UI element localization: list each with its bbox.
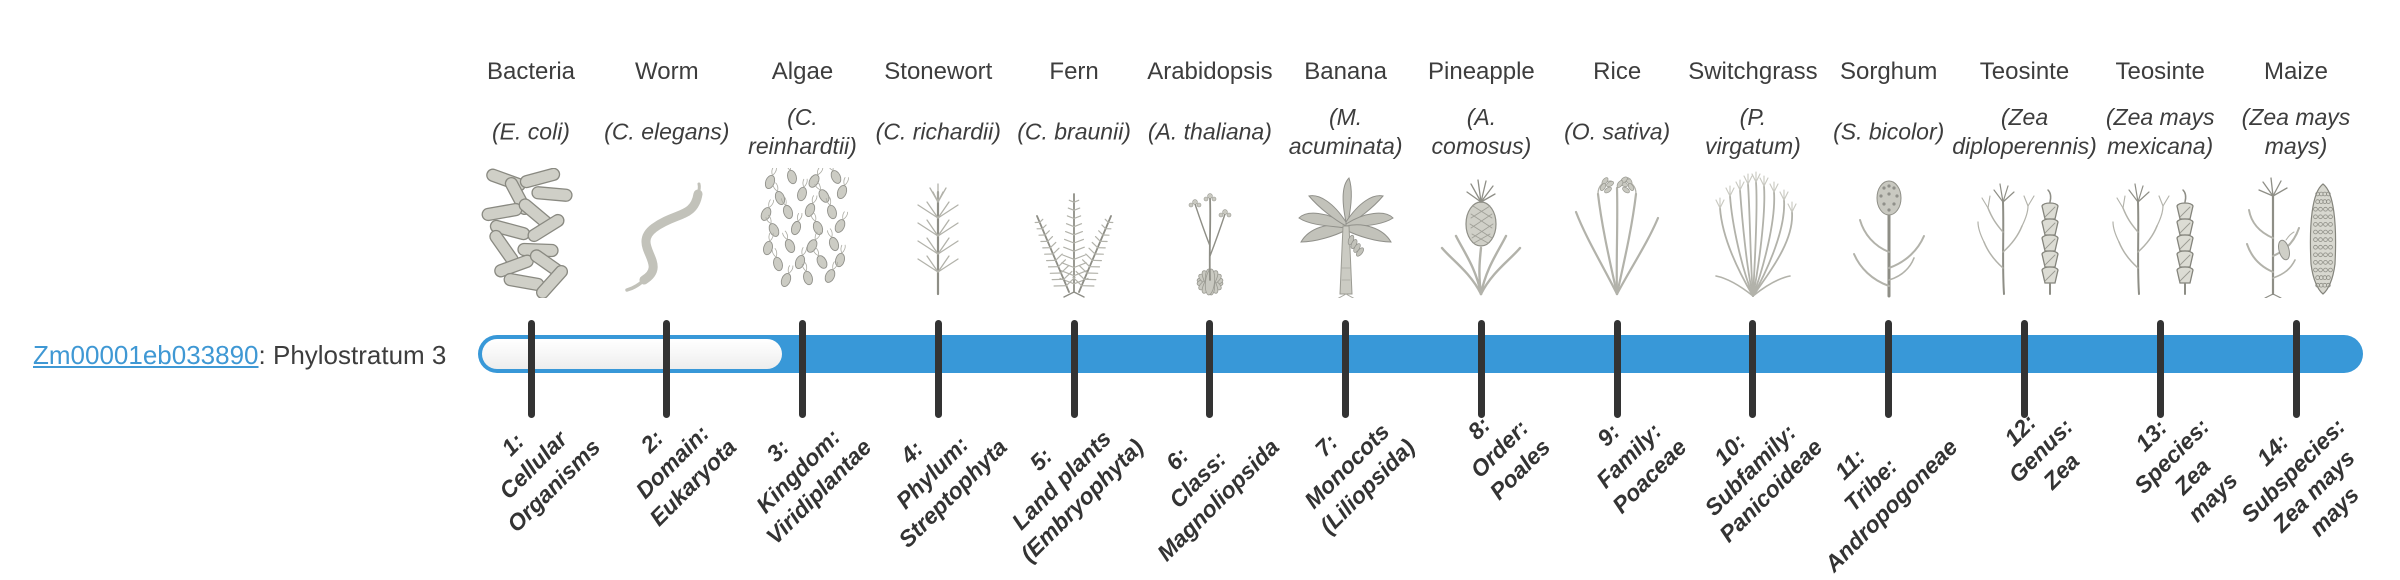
gene-id-link[interactable]: Zm00001eb033890: [33, 340, 259, 370]
organism-name: Arabidopsis: [1147, 58, 1273, 85]
organism-name: Maize: [2263, 58, 2329, 85]
organism-name: Switchgrass: [1688, 58, 1818, 85]
organism-species: (S. bicolor): [1833, 118, 1945, 145]
stonewort-icon: [883, 168, 993, 298]
phylostratum-tick: [1885, 320, 1893, 418]
phylostratum-axis-label: 6: Class: Magnoliopsida: [1151, 433, 1284, 566]
organism-name: Bacteria: [486, 58, 576, 85]
phylostratum-axis-label: 9: Family: Poaceae: [1590, 417, 1692, 519]
organism-name: Rice: [1593, 58, 1642, 85]
banana-icon: [1291, 168, 1401, 300]
phylostratum-axis-label: 11: Tribe: Andropogoneae: [1819, 433, 1963, 577]
organism-name: Teosinte: [2115, 58, 2205, 85]
gene-phylostratum-label: Zm00001eb033890: Phylostratum 3: [33, 341, 446, 369]
sorghum-icon: [1834, 168, 1944, 298]
phylostratum-axis-label: 3: Kingdom: Viridiplantae: [751, 423, 877, 550]
teosinte-icon: [2105, 168, 2215, 298]
algae-icon: [748, 161, 858, 298]
teosinte-icon: [1970, 168, 2080, 298]
phylostratum-tick: [663, 320, 671, 418]
organism-name: Fern: [1049, 58, 1099, 85]
arabidopsis-icon: [1155, 168, 1265, 298]
organism-species: (C. braunii): [1017, 118, 1131, 145]
organism-species: (C. reinhardtii): [748, 104, 857, 159]
organism-species: (C. richardii): [875, 118, 1001, 145]
phylostratum-axis-label: 12: Genus: Zea: [1999, 408, 2085, 495]
organism-name: Banana: [1304, 58, 1387, 85]
phylostratum-tick: [1477, 320, 1485, 418]
organism-species: (P. virgatum): [1704, 104, 1801, 159]
organism-species: (E. coli): [492, 118, 570, 145]
pineapple-icon: [1426, 168, 1536, 298]
organism-name: Sorghum: [1839, 58, 1938, 85]
timeline-bar: [478, 335, 2363, 373]
phylostratum-axis-label: 14: Subspecies: Zea mays mays: [2235, 413, 2364, 542]
phylostratum-text: : Phylostratum 3: [258, 340, 447, 370]
phylostratum-axis-label: 5: Land plants (Embryophyta): [1006, 424, 1149, 567]
bacteria-icon: [476, 167, 586, 300]
switchgrass-icon: [1698, 168, 1808, 298]
organism-species: (A. comosus): [1431, 104, 1532, 159]
phylostratum-tick: [1070, 320, 1078, 418]
phylostratum-tick: [1206, 320, 1214, 418]
organism-species: (Zea diploperennis): [1952, 104, 2097, 159]
organism-name: Algae: [771, 58, 834, 85]
fern-icon: [1019, 168, 1129, 298]
phylostratum-axis-label: 4: Phylum: Streptophyta: [891, 431, 1013, 553]
phylostratum-tick: [934, 320, 942, 418]
worm-icon: [612, 168, 722, 298]
organism-name: Teosinte: [1979, 58, 2070, 85]
organism-species: (A. thaliana): [1147, 118, 1272, 145]
phylostratum-axis-label: 8: Order: Poales: [1462, 411, 1556, 505]
phylostratum-tick: [2156, 320, 2164, 418]
phylostratum-tick: [1749, 320, 1757, 418]
organism-species: (Zea mays mays): [2241, 104, 2351, 159]
organism-species: (O. sativa): [1564, 118, 1671, 145]
phylostratum-tick: [1342, 320, 1350, 418]
phylostratum-tick: [2292, 320, 2300, 418]
phylostratum-axis-label: 2: Domain: Eukaryota: [630, 420, 741, 531]
rice-icon: [1562, 168, 1672, 298]
phylostratum-tick: [799, 320, 806, 418]
maize-icon: [2241, 168, 2351, 299]
phylostratum-axis-label: 1: Cellular Organisms: [493, 425, 606, 538]
organism-name: Pineapple: [1428, 58, 1535, 85]
phylostratum-tick: [2021, 320, 2028, 418]
phylostratum-axis-label: 7: Monocots (Liliopsida): [1299, 418, 1420, 539]
organism-species: (M. acuminata): [1288, 104, 1403, 159]
organism-species: (Zea mays mexicana): [2105, 104, 2215, 159]
organism-species: (C. elegans): [604, 118, 730, 145]
phylostratum-axis-label: 13: Species: Zea mays: [2128, 413, 2243, 527]
phylostratum-tick: [527, 320, 535, 418]
organism-name: Worm: [635, 58, 699, 85]
phylostratum-tick: [1613, 320, 1621, 418]
organism-name: Stonewort: [884, 58, 993, 85]
